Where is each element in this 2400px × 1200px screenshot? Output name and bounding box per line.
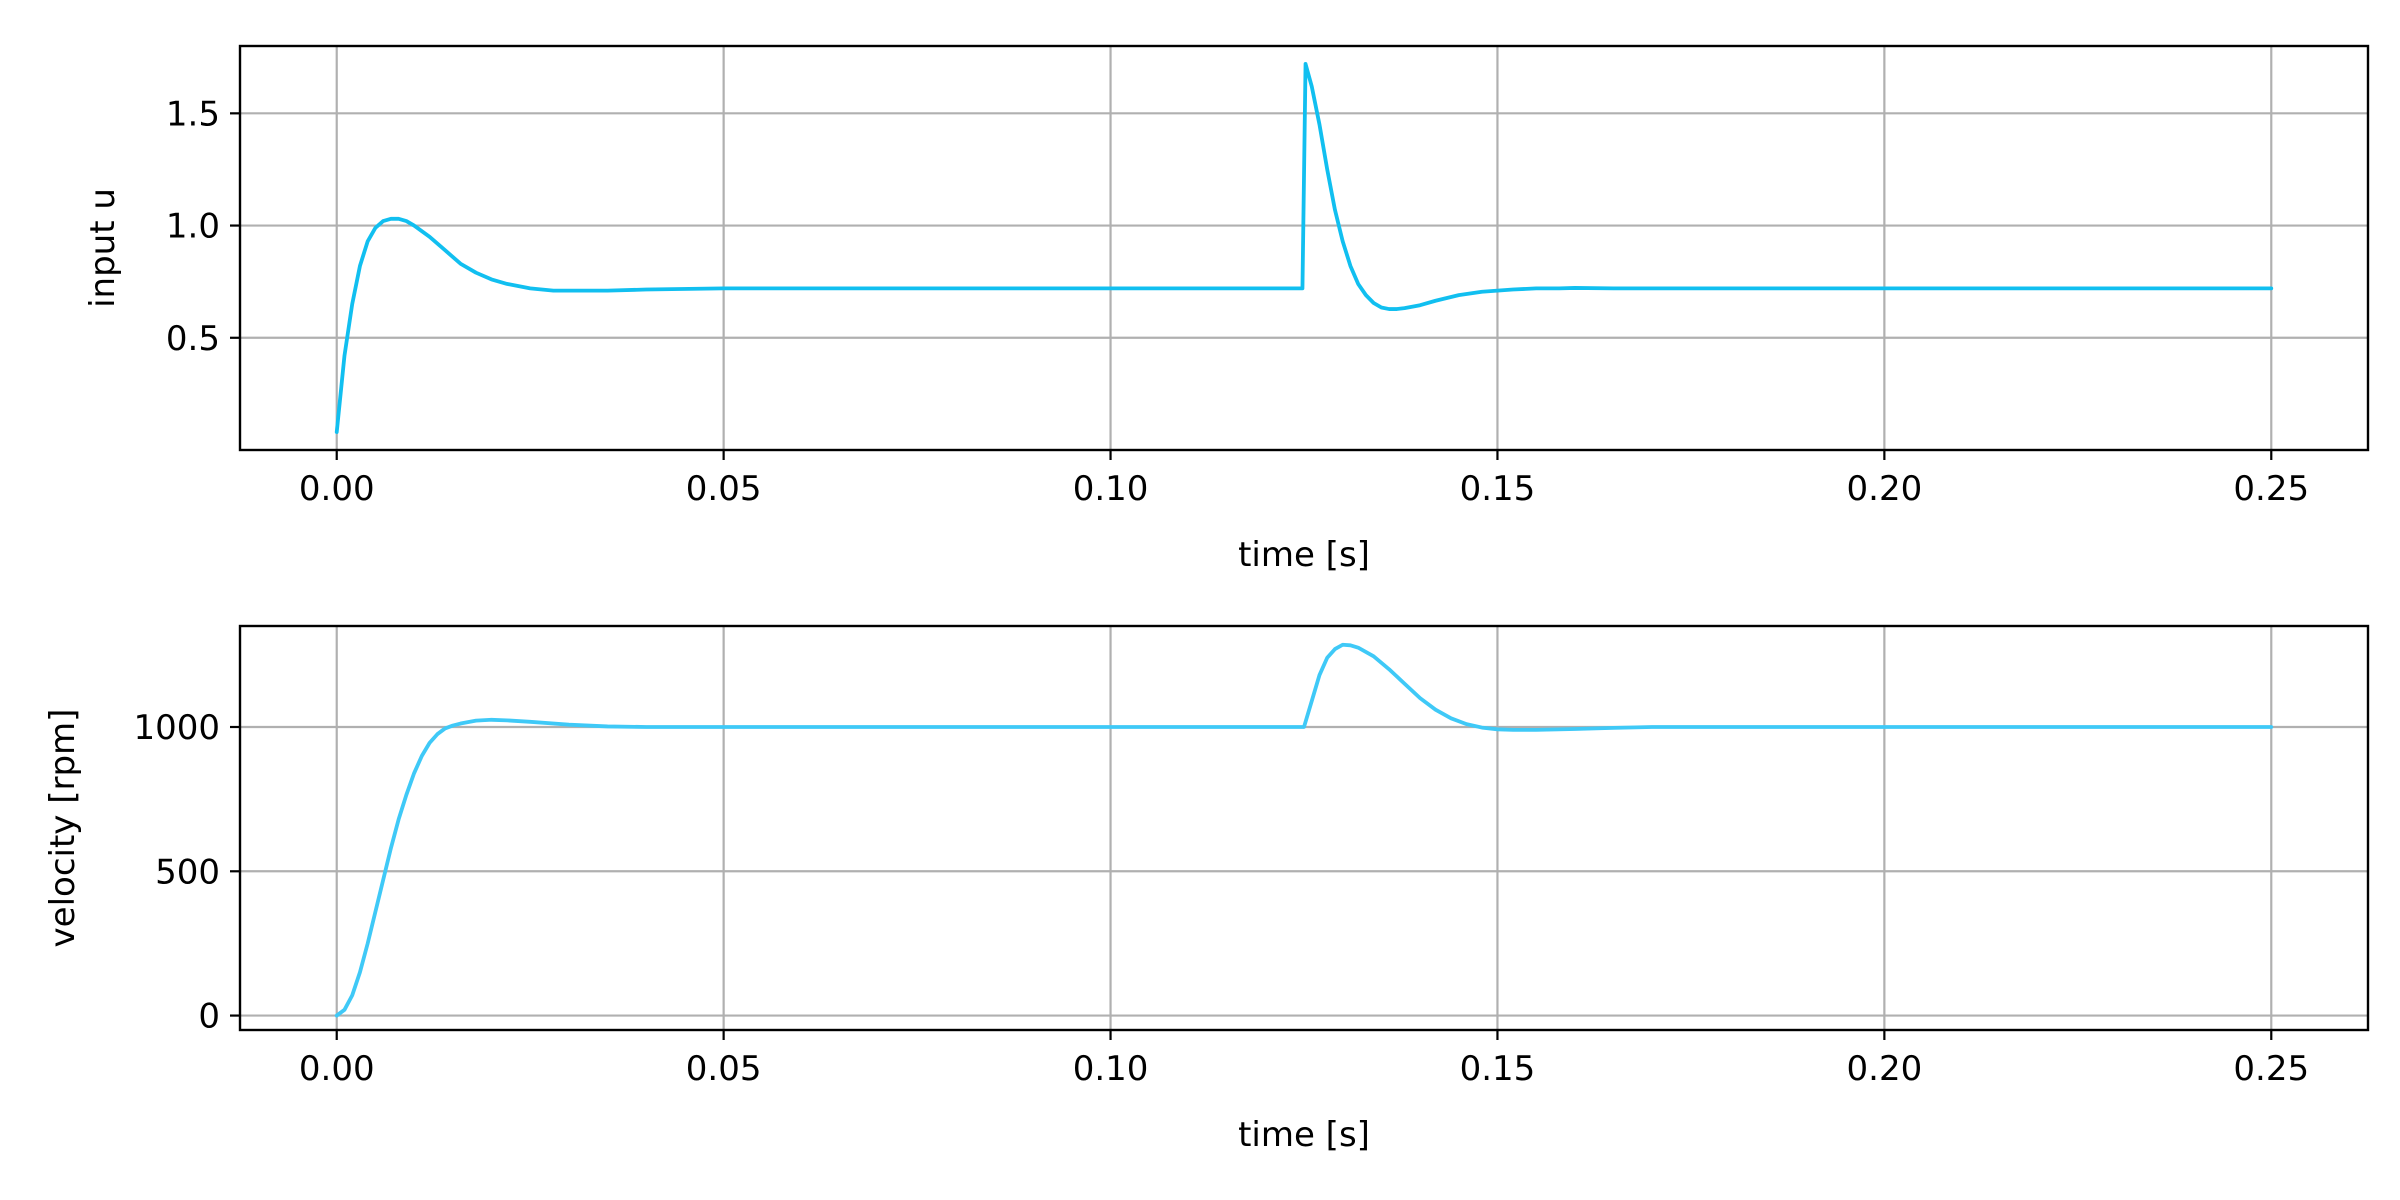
input-u-y-axis-label: input u — [83, 188, 123, 308]
input-u-subplot: 0.00 0.05 0.10 0.15 0.20 0.25 0.5 1.0 1.5 time [… — [83, 44, 2370, 575]
input-u-y-tick-label: 0.5 — [166, 319, 220, 359]
input-u-series — [334, 62, 2274, 434]
input-u-y-tick-label: 1.0 — [166, 207, 220, 247]
input-u-x-tick-label: 0.20 — [1847, 469, 1923, 509]
velocity-y-tick-label: 500 — [155, 852, 220, 892]
input-u-ticks: 0.00 0.05 0.10 0.15 0.20 0.25 0.5 1.0 1.5 — [166, 94, 2309, 509]
velocity-ticks: 0.00 0.05 0.10 0.15 0.20 0.25 0 500 1000 — [133, 708, 2309, 1089]
velocity-y-tick-label: 0 — [198, 997, 220, 1037]
input-u-x-tick-label: 0.00 — [299, 469, 375, 509]
velocity-x-axis-label: time [s] — [1238, 1115, 1370, 1155]
velocity-series — [334, 642, 2274, 1018]
velocity-x-tick-label: 0.25 — [2233, 1049, 2309, 1089]
velocity-x-tick-label: 0.10 — [1073, 1049, 1149, 1089]
input-u-x-tick-label: 0.15 — [1460, 469, 1536, 509]
velocity-series-line — [334, 642, 2274, 1018]
velocity-y-tick-label: 1000 — [133, 708, 220, 748]
velocity-subplot: 0.00 0.05 0.10 0.15 0.20 0.25 0 500 1000 time [s… — [43, 624, 2370, 1155]
input-u-y-tick-label: 1.5 — [166, 94, 220, 134]
input-u-axes-frame — [238, 44, 2370, 452]
velocity-y-axis-label: velocity [rpm] — [43, 709, 83, 948]
velocity-x-tick-label: 0.20 — [1847, 1049, 1923, 1089]
velocity-axes-frame — [238, 624, 2370, 1032]
velocity-x-tick-label: 0.00 — [299, 1049, 375, 1089]
velocity-x-tick-label: 0.05 — [686, 1049, 762, 1089]
velocity-x-tick-label: 0.15 — [1460, 1049, 1536, 1089]
input-u-series-line — [334, 62, 2274, 434]
input-u-x-tick-label: 0.25 — [2233, 469, 2309, 509]
input-u-x-tick-label: 0.10 — [1073, 469, 1149, 509]
input-u-x-axis-label: time [s] — [1238, 535, 1370, 575]
input-u-x-tick-label: 0.05 — [686, 469, 762, 509]
